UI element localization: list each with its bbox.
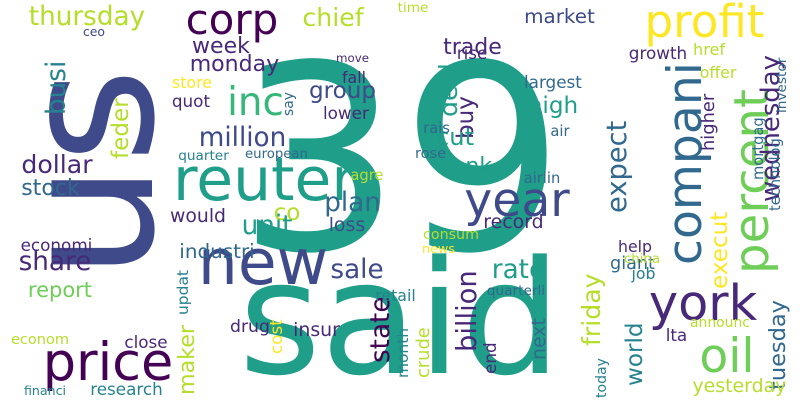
word-lta: lta: [665, 324, 688, 345]
word-oil: oil: [699, 328, 755, 384]
word-help: help: [618, 236, 652, 256]
word-research: research: [90, 378, 163, 399]
word-plan: plan: [324, 188, 381, 219]
word-updat: updat: [173, 270, 192, 315]
word-maker: maker: [173, 325, 200, 395]
word-inc: inc: [227, 80, 284, 126]
word-offer: offer: [699, 62, 737, 82]
word-job: job: [631, 263, 656, 283]
word-rate: rate: [491, 255, 546, 286]
word-feder: feder: [107, 98, 134, 160]
word-expect: expect: [602, 120, 634, 213]
word-cost: cost: [265, 319, 286, 355]
word-rais: rais: [423, 119, 450, 137]
word-market: market: [524, 3, 595, 28]
word-today: today: [594, 358, 610, 398]
word-say: say: [280, 92, 297, 116]
word-giant: giant: [610, 253, 655, 274]
word-consum: consum: [423, 227, 479, 244]
word-unit: unit: [241, 211, 293, 242]
word-time: time: [397, 0, 429, 16]
word-technolog: technolog: [766, 137, 784, 211]
word-state: state: [366, 296, 397, 363]
word-higher: higher: [697, 93, 719, 151]
word-profit: profit: [644, 0, 765, 48]
word-reuter: reuter: [173, 144, 356, 215]
word-economi: economi: [20, 234, 93, 255]
word-trade: trade: [443, 34, 502, 60]
word-york: york: [648, 273, 758, 332]
word-report: report: [27, 277, 93, 302]
word-china: china: [624, 252, 660, 268]
word-insur: insur: [293, 318, 340, 341]
word-record: record: [483, 210, 544, 233]
word-compani: compani: [657, 61, 713, 265]
word-largest: largest: [524, 71, 582, 92]
word-billion: billion: [452, 270, 484, 352]
word-bank: bank: [437, 153, 493, 179]
word-mortgag: mortgag: [749, 117, 767, 180]
word-week: week: [192, 33, 250, 59]
word-cut: cut: [436, 123, 475, 152]
word-price: price: [42, 331, 174, 393]
word-co: co: [273, 200, 301, 227]
word-investor: investor: [773, 57, 790, 113]
word-high: high: [527, 92, 579, 119]
word-sale: sale: [330, 255, 384, 286]
word-financi: financi: [24, 382, 67, 398]
word-end: end: [479, 342, 500, 374]
word-yesterday: yesterday: [692, 374, 787, 397]
word-year: year: [464, 172, 570, 228]
word-39: 39: [237, 9, 565, 310]
word-close: close: [124, 331, 168, 352]
word-group: group: [309, 77, 377, 104]
word-corp: corp: [185, 0, 279, 44]
word-stock: stock: [21, 175, 80, 201]
word-new: new: [197, 225, 329, 299]
word-european: european: [245, 146, 308, 162]
word-world: world: [621, 322, 648, 386]
word-friday: friday: [577, 273, 607, 347]
word-store: store: [172, 73, 212, 93]
word-thursday: thursday: [28, 2, 146, 33]
word-rise: rise: [456, 42, 488, 63]
word-dollar: dollar: [21, 150, 93, 180]
word-monday: monday: [189, 51, 280, 77]
word-industri: industri: [179, 238, 255, 263]
word-quarter: quarter: [178, 147, 229, 164]
word-announc: announc: [690, 315, 750, 331]
word-next: next: [527, 318, 550, 360]
word-move: move: [336, 51, 369, 66]
word-quarterli: quarterli: [486, 282, 546, 299]
word-rose: rose: [415, 145, 446, 162]
word-said: said: [238, 228, 562, 400]
word-million: million: [198, 123, 287, 154]
word-airlin: airlin: [523, 169, 561, 187]
word-loss: loss: [328, 213, 366, 236]
word-quot: quot: [171, 90, 211, 111]
word-air: air: [550, 122, 570, 140]
word-month: month: [393, 327, 412, 378]
word-crude: crude: [412, 327, 434, 379]
word-agre: agre: [350, 166, 384, 184]
word-fall: fall: [342, 67, 366, 87]
word-retail: retail: [375, 285, 416, 305]
word-execut: execut: [706, 211, 733, 289]
word-chief: chief: [302, 3, 364, 33]
word-busi: busi: [42, 60, 73, 115]
word-econom: econom: [11, 331, 69, 348]
word-growth: growth: [628, 42, 688, 63]
word-ceo: ceo: [83, 24, 105, 39]
word-would: would: [170, 205, 226, 227]
word-href: href: [693, 40, 725, 59]
word-news: news: [422, 242, 455, 258]
word-share: share: [18, 247, 92, 278]
word-lower: lower: [323, 102, 369, 123]
word-drug: drug: [230, 317, 270, 338]
